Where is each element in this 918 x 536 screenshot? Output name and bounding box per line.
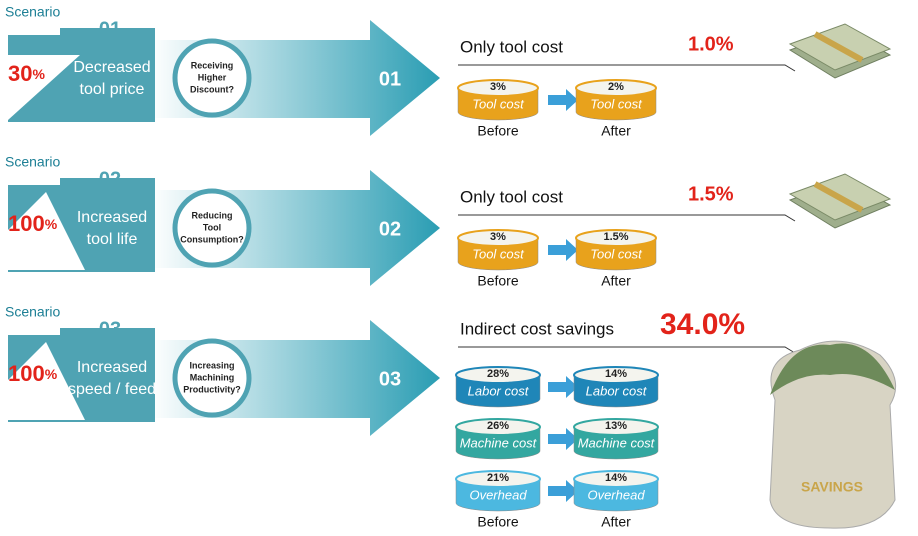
coin-value: 21% [487, 472, 509, 484]
coin-label: Machine cost [578, 435, 656, 450]
small-arrow [548, 239, 578, 261]
question-text: Consumption? [180, 234, 244, 244]
result-value: 1.5% [688, 183, 734, 205]
question-text: Discount? [190, 84, 234, 94]
scenario-label: Scenario [5, 304, 60, 320]
coin-value: 14% [605, 472, 627, 484]
coin: 21% Overhead [456, 471, 540, 511]
coin-value: 1.5% [603, 231, 628, 243]
question-text: Tool [203, 222, 221, 232]
coin: 14% Labor cost [574, 367, 658, 407]
coin-label: Tool cost [590, 246, 643, 261]
small-arrow [548, 428, 578, 450]
coin-label: Machine cost [460, 435, 538, 450]
change-text: Decreased [73, 59, 150, 76]
result-value: 1.0% [688, 33, 734, 55]
change-text: tool price [80, 81, 145, 98]
coin-value: 2% [608, 81, 624, 93]
coin-label: Overhead [587, 487, 645, 502]
coin-label: Tool cost [472, 246, 525, 261]
coin-label: Labor cost [468, 383, 530, 398]
coin: 3% Tool cost [458, 80, 538, 120]
change-value: 100 [8, 361, 45, 386]
result-underline [458, 215, 795, 221]
change-value: 30 [8, 61, 32, 86]
change-text: Increased [77, 209, 147, 226]
question-text: Productivity? [183, 384, 241, 394]
question-text: Increasing [189, 360, 234, 370]
change-text: tool life [87, 231, 138, 248]
bag-label: SAVINGS [801, 479, 863, 495]
arrow-number: 01 [379, 68, 401, 90]
coin: 2% Tool cost [576, 80, 656, 120]
coin: 1.5% Tool cost [576, 230, 656, 270]
coin-value: 14% [605, 368, 627, 380]
scenario-label: Scenario [5, 154, 60, 170]
before-label: Before [477, 123, 518, 139]
before-label: Before [477, 514, 518, 530]
small-arrow [548, 89, 578, 111]
change-value: 100 [8, 211, 45, 236]
coin-value: 13% [605, 420, 627, 432]
savings-bag: SAVINGS [770, 341, 896, 528]
change-unit: % [45, 366, 58, 382]
money-stack [790, 174, 890, 228]
result-title: Indirect cost savings [460, 319, 614, 338]
question-text: Receiving [191, 60, 234, 70]
result-value: 34.0% [660, 308, 745, 341]
change-unit: % [32, 66, 45, 82]
coin-value: 28% [487, 368, 509, 380]
result-title: Only tool cost [460, 37, 563, 56]
change-unit: % [45, 216, 58, 232]
result-underline [458, 347, 795, 353]
result-title: Only tool cost [460, 187, 563, 206]
arrow-number: 03 [379, 368, 401, 390]
coin: 13% Machine cost [574, 419, 658, 459]
small-arrow [548, 480, 578, 502]
arrow-number: 02 [379, 218, 401, 240]
small-arrow [548, 376, 578, 398]
question-text: Higher [198, 72, 227, 82]
change-text: Increased [77, 359, 147, 376]
coin-value: 3% [490, 81, 506, 93]
question-text: Reducing [191, 210, 232, 220]
coin-value: 26% [487, 420, 509, 432]
coin: 26% Machine cost [456, 419, 540, 459]
coin: 28% Labor cost [456, 367, 540, 407]
after-label: After [601, 514, 631, 530]
scenario-label: Scenario [5, 4, 60, 20]
coin-label: Tool cost [472, 96, 525, 111]
question-text: Machining [190, 372, 235, 382]
infographic: Scenario010130%Decreasedtool priceReceiv… [0, 0, 918, 536]
after-label: After [601, 123, 631, 139]
coin: 14% Overhead [574, 471, 658, 511]
coin-label: Labor cost [586, 383, 648, 398]
result-underline [458, 65, 795, 71]
coin-value: 3% [490, 231, 506, 243]
coin-label: Overhead [469, 487, 527, 502]
money-stack [790, 24, 890, 78]
coin: 3% Tool cost [458, 230, 538, 270]
change-text: speed / feed [68, 381, 156, 398]
coin-label: Tool cost [590, 96, 643, 111]
after-label: After [601, 273, 631, 289]
before-label: Before [477, 273, 518, 289]
